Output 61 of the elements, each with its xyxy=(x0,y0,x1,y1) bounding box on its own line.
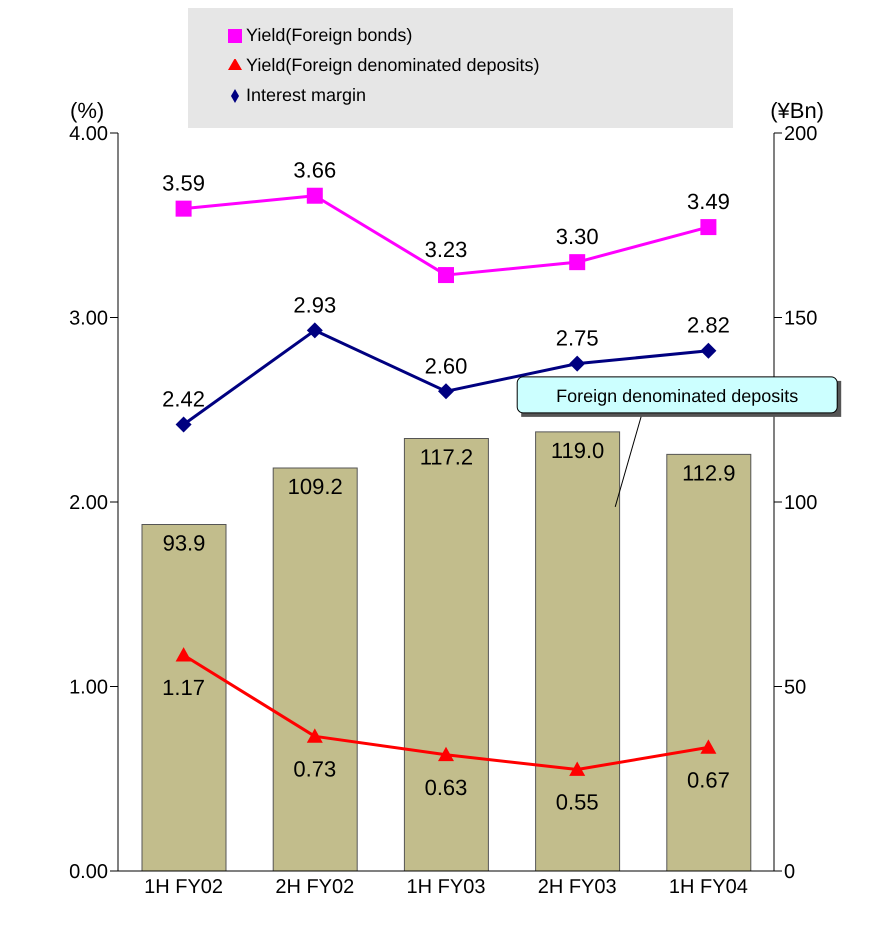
y-tick-label: 3.00 xyxy=(69,308,108,330)
point xyxy=(306,728,323,743)
point xyxy=(438,267,454,284)
data-label: 2.75 xyxy=(556,326,599,351)
y2-tick-label: 200 xyxy=(784,123,818,146)
data-label: 3.49 xyxy=(686,189,730,214)
y2-tick-label: 0 xyxy=(784,861,796,884)
bar xyxy=(404,438,489,871)
data-label: 117.2 xyxy=(420,444,474,470)
data-label: 3.66 xyxy=(293,158,336,183)
data-label: 0.63 xyxy=(424,774,468,800)
bar xyxy=(535,431,620,871)
data-label: 2.42 xyxy=(162,386,206,412)
data-label: 0.55 xyxy=(556,790,599,815)
bar xyxy=(666,454,752,871)
point xyxy=(176,647,192,662)
bar xyxy=(142,524,226,871)
data-label: 2.82 xyxy=(686,312,730,338)
data-label: 3.59 xyxy=(162,170,206,196)
data-label: 3.23 xyxy=(424,237,468,262)
point xyxy=(306,188,323,204)
data-label: 2.93 xyxy=(293,292,336,318)
x-tick-label: 2H FY02 xyxy=(275,876,354,898)
y2-tick-label: 50 xyxy=(784,676,806,699)
series-label: Foreign denominated deposits xyxy=(556,386,798,406)
data-label: 112.9 xyxy=(682,460,736,486)
bar xyxy=(272,468,358,871)
x-tick-label: 1H FY02 xyxy=(144,876,224,898)
data-label: 0.73 xyxy=(293,756,336,782)
data-label: 119.0 xyxy=(550,438,604,463)
point xyxy=(569,762,586,776)
x-tick-label: 2H FY03 xyxy=(538,876,617,898)
legend-label: Yield(Foreign bonds) xyxy=(246,25,412,45)
data-label: 0.67 xyxy=(686,767,730,792)
data-label: 2.60 xyxy=(424,353,468,378)
point xyxy=(700,342,716,359)
y-axis-title: (%) xyxy=(70,98,104,124)
data-label: 93.9 xyxy=(162,530,206,556)
x-tick-label: 1H FY04 xyxy=(668,876,748,898)
point xyxy=(569,254,586,270)
y-tick-label: 0.00 xyxy=(69,861,108,884)
data-label: 3.30 xyxy=(556,224,599,250)
y2-axis-title: (¥Bn) xyxy=(770,98,824,124)
data-label: 1.17 xyxy=(162,675,206,700)
point xyxy=(700,219,716,236)
x-tick-label: 1H FY03 xyxy=(406,876,486,898)
point xyxy=(306,322,323,338)
y2-tick-label: 100 xyxy=(784,492,818,514)
point xyxy=(176,200,192,217)
legend-label: Interest margin xyxy=(246,85,366,105)
y-tick-label: 4.00 xyxy=(69,123,108,146)
point xyxy=(700,739,716,754)
legend-label: Yield(Foreign denominated deposits) xyxy=(246,55,540,75)
data-label: 109.2 xyxy=(288,474,343,500)
y-tick-label: 2.00 xyxy=(69,492,108,514)
point xyxy=(176,416,192,433)
y2-tick-label: 150 xyxy=(784,308,818,330)
y-tick-label: 1.00 xyxy=(69,676,108,699)
point xyxy=(438,746,454,762)
point xyxy=(569,356,586,372)
point xyxy=(438,383,454,400)
